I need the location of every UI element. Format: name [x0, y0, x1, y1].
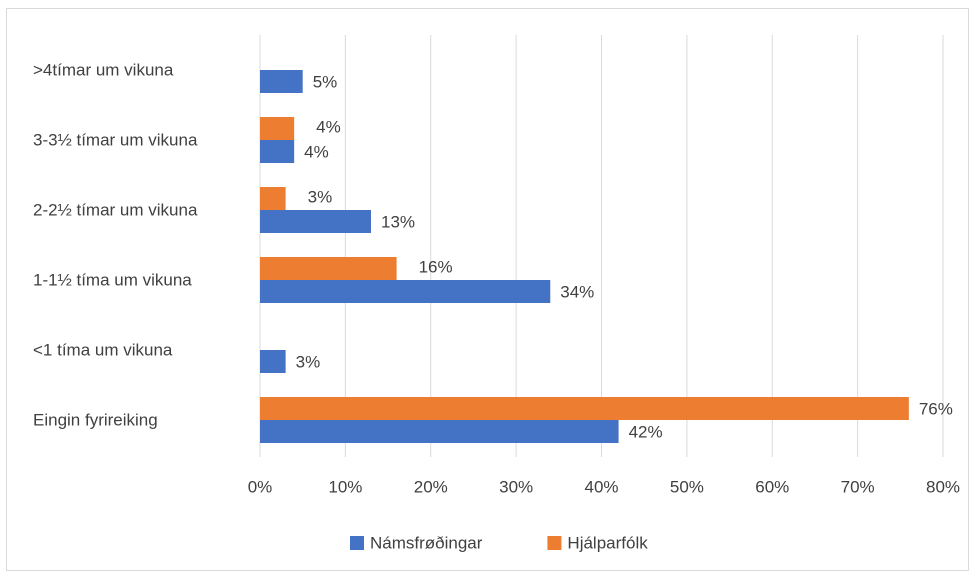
- bar: [260, 70, 303, 93]
- bar: [260, 420, 619, 443]
- x-tick-label: 30%: [499, 477, 533, 496]
- value-label: 3%: [308, 187, 333, 206]
- x-tick-label: 50%: [670, 477, 704, 496]
- value-label: 4%: [304, 142, 329, 161]
- x-tick-label: 60%: [755, 477, 789, 496]
- x-tick-label: 40%: [584, 477, 618, 496]
- bar: [260, 210, 371, 233]
- category-label: 3-3½ tímar um vikuna: [33, 130, 198, 149]
- value-label: 16%: [419, 257, 453, 276]
- bar: [260, 280, 551, 303]
- legend-label: Námsfrøðingar: [370, 533, 483, 552]
- value-label: 42%: [629, 422, 663, 441]
- legend-swatch: [547, 536, 562, 550]
- x-tick-label: 0%: [248, 477, 273, 496]
- bar: [260, 117, 295, 140]
- category-label: 1-1½ tíma um vikuna: [33, 270, 192, 289]
- category-label: <1 tíma um vikuna: [33, 340, 173, 359]
- value-label: 13%: [381, 212, 415, 231]
- value-label: 76%: [919, 399, 953, 418]
- legend-label: Hjálparfólk: [567, 533, 648, 552]
- value-label: 4%: [316, 117, 341, 136]
- bar: [260, 257, 397, 280]
- category-label: 2-2½ tímar um vikuna: [33, 200, 198, 219]
- bar: [260, 187, 286, 210]
- value-label: 3%: [296, 352, 321, 371]
- x-tick-label: 70%: [841, 477, 875, 496]
- value-label: 34%: [560, 282, 594, 301]
- x-tick-label: 20%: [414, 477, 448, 496]
- bar: [260, 397, 909, 420]
- category-label: >4tímar um vikuna: [33, 60, 174, 79]
- bar: [260, 350, 286, 373]
- x-tick-label: 10%: [328, 477, 362, 496]
- x-tick-label: 80%: [926, 477, 960, 496]
- bar: [260, 140, 295, 163]
- legend-swatch: [350, 536, 364, 550]
- category-label: Eingin fyrireiking: [33, 410, 158, 429]
- value-label: 5%: [313, 72, 338, 91]
